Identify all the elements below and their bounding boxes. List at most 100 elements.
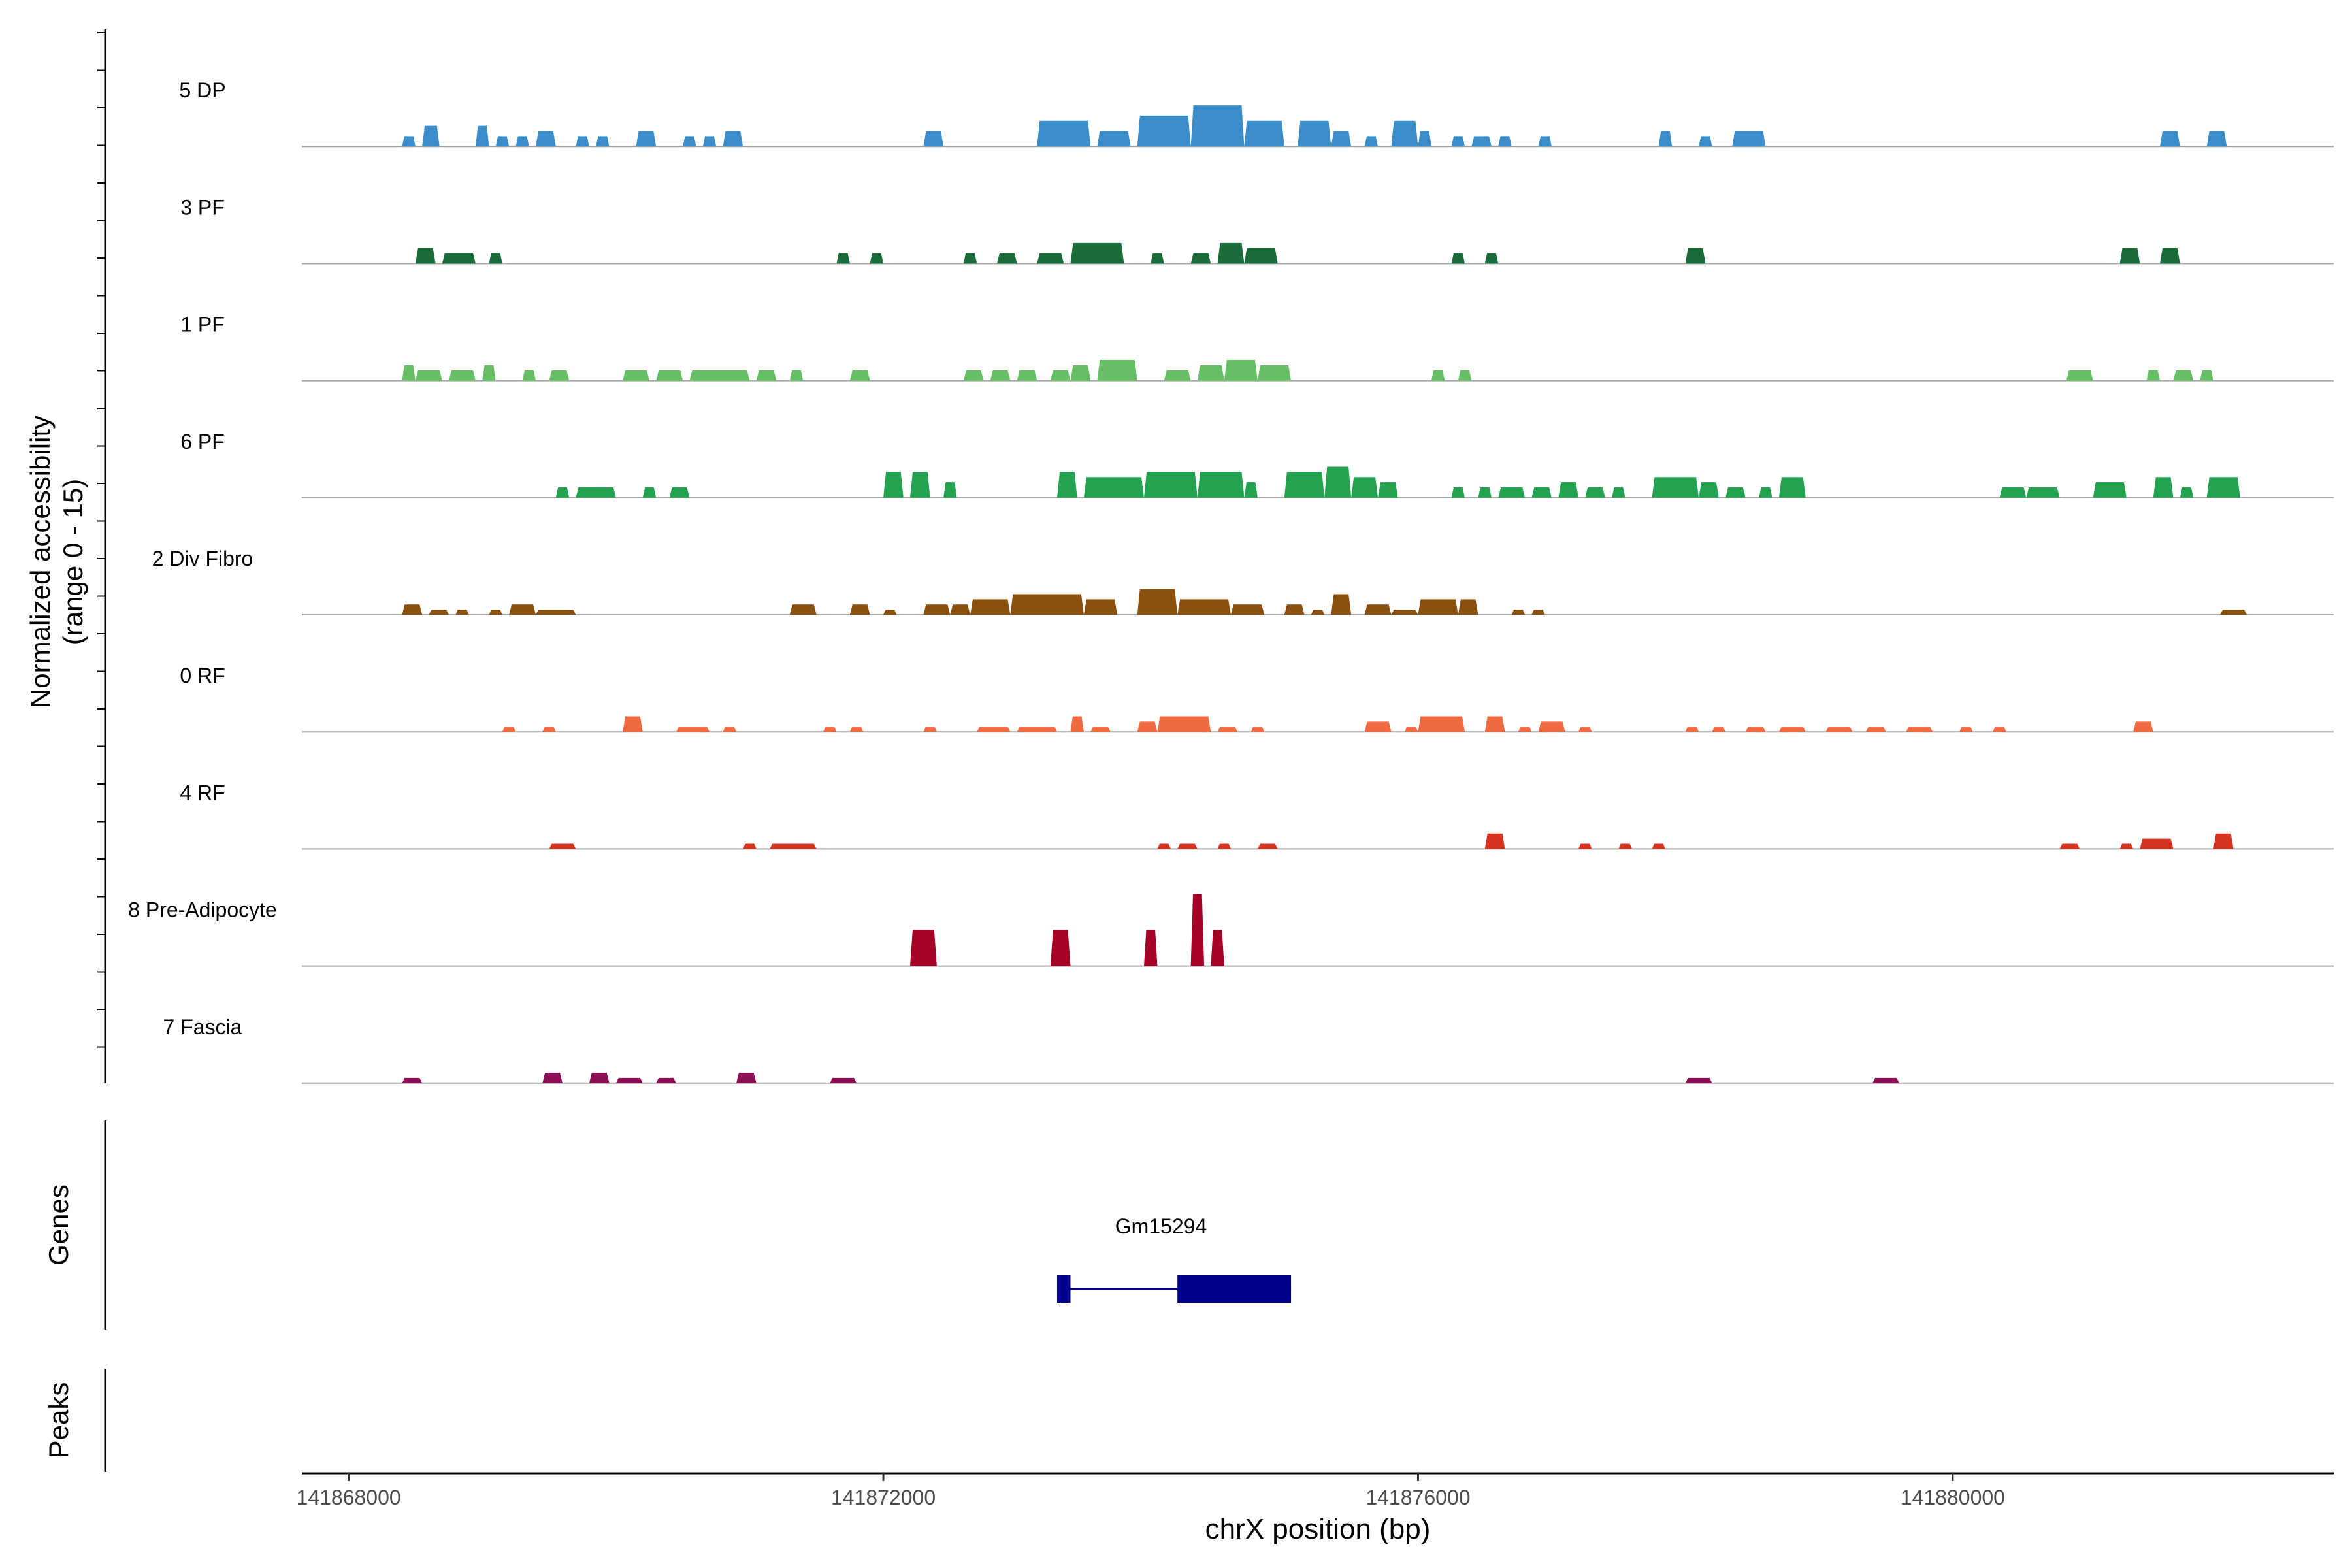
coverage-peak: [482, 365, 496, 381]
coverage-peak: [1538, 721, 1565, 732]
coverage-peak: [1612, 487, 1625, 498]
coverage-peak: [1070, 716, 1084, 732]
coverage-peak: [1685, 727, 1699, 732]
coverage-peak: [1224, 360, 1258, 381]
coverage-peak: [1498, 487, 1526, 498]
coverage-peak: [1211, 930, 1224, 966]
coverage-peak: [1231, 604, 1265, 615]
coverage-peak: [615, 1077, 643, 1083]
coverage-peak: [702, 136, 717, 147]
coverage-peak: [1217, 727, 1238, 732]
coverage-peak: [623, 716, 643, 732]
coverage-peak: [1906, 727, 1933, 732]
coverage-peak: [1244, 248, 1278, 264]
track-label: 6 PF: [180, 430, 225, 453]
coverage-peak: [402, 604, 423, 615]
coverage-peak: [870, 253, 884, 264]
y-axis-title-line-2: (range 0 - 15): [57, 479, 88, 645]
coverage-peak: [1759, 487, 1772, 498]
coverage-peak: [1144, 930, 1158, 966]
coverage-peak: [883, 610, 897, 615]
coverage-peak: [849, 370, 870, 381]
coverage-peak: [1037, 253, 1064, 264]
coverage-peak: [1217, 843, 1232, 849]
coverage-peak: [402, 136, 416, 147]
coverage-peak: [1190, 894, 1205, 966]
coverage-peak: [1298, 120, 1331, 147]
gene-annotation-track: Gm15294: [1057, 1215, 1292, 1303]
coverage-peak: [1471, 136, 1492, 147]
coverage-peak: [402, 1077, 423, 1083]
coverage-peak: [429, 610, 449, 615]
gene-name-label: Gm15294: [1115, 1215, 1207, 1238]
coverage-peak: [1083, 599, 1118, 615]
coverage-peak: [1351, 477, 1379, 498]
coverage-peak: [1244, 482, 1258, 498]
coverage-peak: [689, 370, 750, 381]
coverage-peak: [2206, 131, 2227, 147]
track-label: 4 RF: [180, 781, 225, 804]
coverage-peak: [1010, 594, 1084, 615]
coverage-peak: [950, 604, 971, 615]
coverage-peak: [1531, 610, 1545, 615]
coverage-peak: [623, 370, 649, 381]
coverage-peak: [1418, 131, 1431, 147]
coverage-peak: [1331, 131, 1352, 147]
y-axis-title-line-1: Normalized accessibility: [25, 416, 56, 708]
coverage-peak: [2180, 487, 2194, 498]
coverage-peak: [576, 487, 616, 498]
coverage-peak: [1244, 120, 1284, 147]
coverage-peak: [1090, 727, 1111, 732]
coverage-peak: [549, 843, 576, 849]
coverage-peak: [1151, 253, 1164, 264]
coverage-peak: [1699, 482, 1719, 498]
coverage-peak: [2220, 610, 2247, 615]
coverage-peak: [2093, 482, 2127, 498]
coverage-peak: [1137, 721, 1158, 732]
coverage-peak: [1364, 721, 1392, 732]
coverage-peak: [823, 727, 837, 732]
coverage-peak: [1451, 136, 1465, 147]
coverage-peak: [2133, 721, 2153, 732]
coverage-peak: [1458, 370, 1472, 381]
track-label: 1 PF: [180, 313, 225, 336]
coverage-peak: [970, 599, 1011, 615]
coverage-peak: [589, 1073, 610, 1083]
coverage-peak: [1531, 487, 1552, 498]
coverage-peak: [1257, 365, 1292, 381]
coverage-peak: [509, 604, 536, 615]
coverage-peak: [1017, 727, 1058, 732]
coverage-peak: [1658, 131, 1673, 147]
coverage-peak: [1197, 472, 1245, 498]
coverage-peak: [1745, 727, 1766, 732]
coverage-peak: [536, 131, 556, 147]
coverage-peak: [1070, 365, 1091, 381]
coverage-peak: [1699, 136, 1712, 147]
coverage-peak: [2119, 843, 2134, 849]
coverage-peak: [1284, 472, 1325, 498]
track-label: 7 Fascia: [163, 1015, 242, 1039]
coverage-peak: [676, 727, 710, 732]
coverage-peak: [422, 125, 440, 147]
coverage-peak: [909, 930, 937, 966]
coverage-peak: [489, 253, 502, 264]
coverage-peak: [1959, 727, 1973, 732]
gene-exon: [1057, 1275, 1071, 1303]
coverage-peak: [1511, 610, 1526, 615]
coverage-peak: [1190, 253, 1211, 264]
coverage-peak: [1364, 604, 1392, 615]
coverage-peak: [1177, 599, 1232, 615]
coverage-peak: [743, 843, 757, 849]
coverage-peak: [2146, 370, 2161, 381]
coverage-peak: [1391, 610, 1418, 615]
x-tick-label: 141868000: [297, 1486, 401, 1509]
coverage-peak: [1685, 1077, 1712, 1083]
coverage-peak: [2026, 487, 2060, 498]
coverage-peak: [1378, 482, 1398, 498]
coverage-peak: [1578, 843, 1592, 849]
coverage-peak: [2140, 838, 2174, 849]
coverage-peak: [923, 604, 951, 615]
coverage-peak: [1993, 727, 2006, 732]
coverage-peak: [1250, 727, 1265, 732]
coverage-peak: [1311, 610, 1325, 615]
